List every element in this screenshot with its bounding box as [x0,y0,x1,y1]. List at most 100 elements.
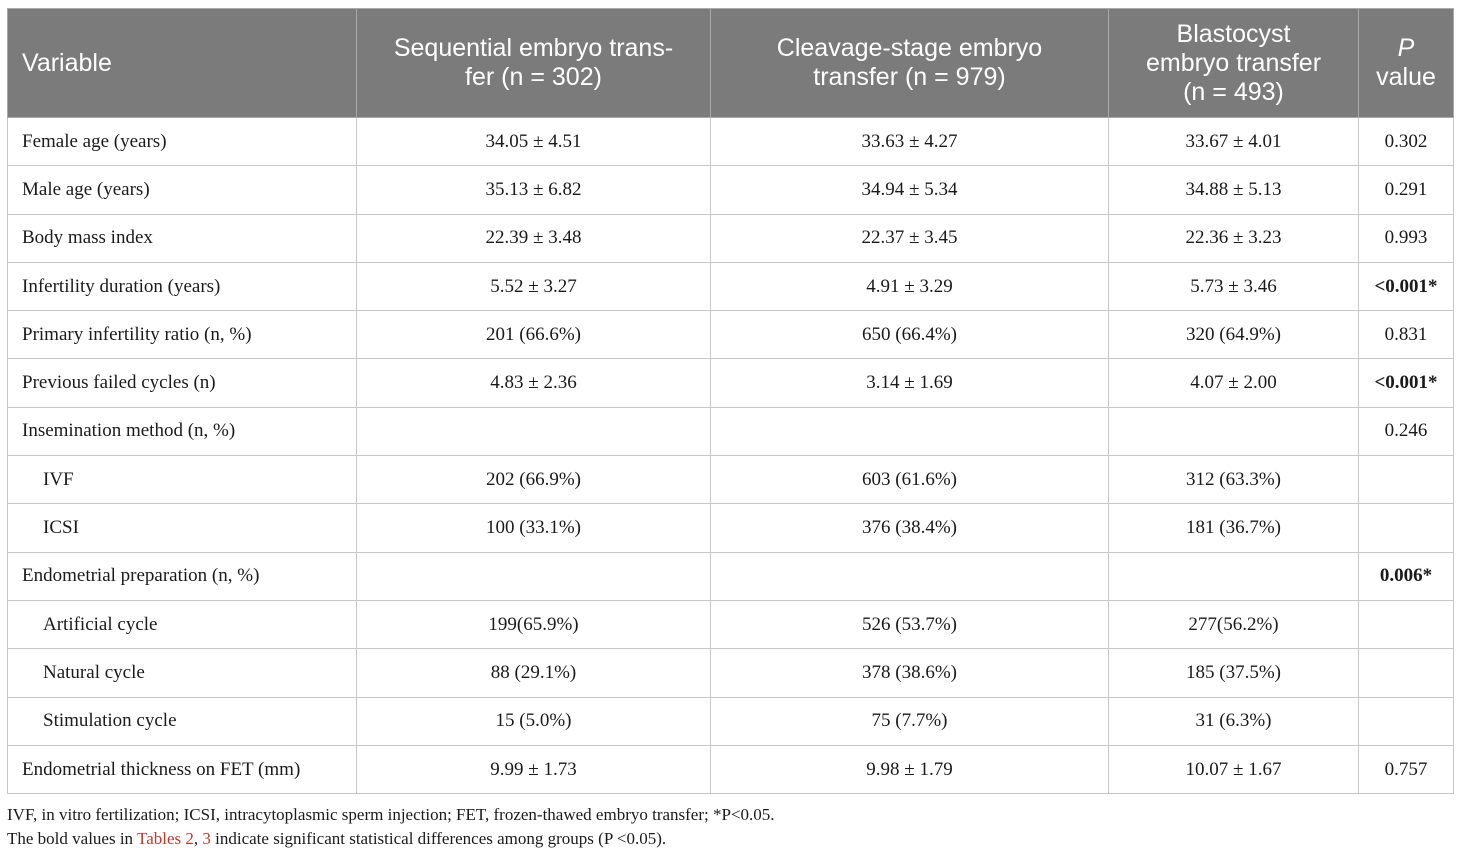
row-label: Female age (years) [7,116,357,167]
cell-sequential: 35.13 ± 6.82 [356,165,711,215]
table-row: ICSI 100 (33.1%) 376 (38.4%) 181 (36.7%) [7,503,1454,553]
table-header: Variable Sequential embryo trans- fer (n… [7,8,1454,118]
cell-cleavage: 376 (38.4%) [710,503,1109,553]
row-label: Previous failed cycles (n) [7,358,357,408]
cell-blastocyst: 22.36 ± 3.23 [1108,213,1359,263]
cell-sequential: 9.99 ± 1.73 [356,744,711,795]
footnote-bold-suffix: indicate significant statistical differe… [210,829,667,848]
table-row: Endometrial preparation (n, %) 0.006* [7,551,1454,601]
cell-sequential: 199(65.9%) [356,599,711,650]
header-variable-text: Variable [22,48,112,77]
cell-p-value: 0.757 [1358,744,1454,795]
cell-p-value: 0.246 [1358,406,1454,457]
footnote-bold-explanation: The bold values in Tables 2, 3 indicate … [7,827,775,851]
table-row: Insemination method (n, %) 0.246 [7,406,1454,457]
cell-sequential: 100 (33.1%) [356,503,711,553]
table-row: Female age (years) 34.05 ± 4.51 33.63 ± … [7,116,1454,167]
cell-sequential: 88 (29.1%) [356,648,711,698]
cell-cleavage: 603 (61.6%) [710,455,1109,505]
cell-cleavage: 34.94 ± 5.34 [710,165,1109,215]
table-row: Stimulation cycle 15 (5.0%) 75 (7.7%) 31… [7,696,1454,746]
footnote-abbreviations: IVF, in vitro fertilization; ICSI, intra… [7,805,775,824]
header-blastocyst: Blastocyst embryo transfer (n = 493) [1108,8,1359,118]
row-label: Infertility duration (years) [7,261,357,312]
row-label-sub: Natural cycle [7,648,357,698]
header-blastocyst-line3: (n = 493) [1183,77,1284,106]
cell-sequential: 15 (5.0%) [356,696,711,746]
header-p-letter: P [1397,34,1415,62]
header-p-value-word: value [1376,63,1436,91]
cell-sequential [356,406,711,457]
table-2-link[interactable]: Tables 2 [137,829,194,848]
row-label-sub: ICSI [7,503,357,553]
row-label: Male age (years) [7,165,357,215]
cell-cleavage: 4.91 ± 3.29 [710,261,1109,312]
cell-sequential: 4.83 ± 2.36 [356,358,711,408]
table-row: Natural cycle 88 (29.1%) 378 (38.6%) 185… [7,648,1454,698]
cell-sequential: 201 (66.6%) [356,310,711,360]
row-label-sub: IVF [7,455,357,505]
cell-blastocyst: 320 (64.9%) [1108,310,1359,360]
cell-cleavage: 526 (53.7%) [710,599,1109,650]
table-row: Body mass index 22.39 ± 3.48 22.37 ± 3.4… [7,213,1454,263]
cell-p-value [1358,503,1454,553]
cell-blastocyst: 277(56.2%) [1108,599,1359,650]
cell-sequential: 5.52 ± 3.27 [356,261,711,312]
header-sequential: Sequential embryo trans- fer (n = 302) [356,8,711,118]
row-label: Primary infertility ratio (n, %) [7,310,357,360]
table-row: Primary infertility ratio (n, %) 201 (66… [7,310,1454,360]
cell-cleavage [710,551,1109,601]
cell-p-value [1358,696,1454,746]
row-label: Body mass index [7,213,357,263]
cell-cleavage: 650 (66.4%) [710,310,1109,360]
table-row: Infertility duration (years) 5.52 ± 3.27… [7,261,1454,312]
baseline-characteristics-table: Variable Sequential embryo trans- fer (n… [7,8,1454,795]
baseline-characteristics-table-container: Variable Sequential embryo trans- fer (n… [7,8,1454,795]
cell-blastocyst: 31 (6.3%) [1108,696,1359,746]
cell-sequential [356,551,711,601]
row-label: Endometrial preparation (n, %) [7,551,357,601]
footnote-bold-prefix: The bold values in [7,829,137,848]
cell-p-value: 0.291 [1358,165,1454,215]
row-label-sub: Artificial cycle [7,599,357,650]
cell-blastocyst: 33.67 ± 4.01 [1108,116,1359,167]
table-footnotes: IVF, in vitro fertilization; ICSI, intra… [7,803,775,851]
cell-blastocyst [1108,406,1359,457]
header-row: Variable Sequential embryo trans- fer (n… [7,8,1454,118]
header-cleavage-line1: Cleavage-stage embryo [776,34,1043,62]
cell-p-value [1358,455,1454,505]
row-label: Endometrial thickness on FET (mm) [7,744,357,795]
cell-sequential: 202 (66.9%) [356,455,711,505]
table-row: Male age (years) 35.13 ± 6.82 34.94 ± 5.… [7,165,1454,215]
header-sequential-line1: Sequential embryo trans- [393,34,674,62]
table-row: Previous failed cycles (n) 4.83 ± 2.36 3… [7,358,1454,408]
cell-cleavage: 33.63 ± 4.27 [710,116,1109,167]
header-cleavage: Cleavage-stage embryo transfer (n = 979) [710,8,1109,118]
cell-p-value-significant: <0.001* [1358,261,1454,312]
header-variable: Variable [7,8,357,118]
cell-blastocyst: 181 (36.7%) [1108,503,1359,553]
header-blastocyst-line1: Blastocyst [1176,19,1291,48]
table-row: Artificial cycle 199(65.9%) 526 (53.7%) … [7,599,1454,650]
cell-blastocyst: 4.07 ± 2.00 [1108,358,1359,408]
cell-p-value: 0.993 [1358,213,1454,263]
cell-p-value-significant: <0.001* [1358,358,1454,408]
cell-cleavage: 3.14 ± 1.69 [710,358,1109,408]
cell-p-value: 0.302 [1358,116,1454,167]
cell-cleavage: 9.98 ± 1.79 [710,744,1109,795]
row-label: Insemination method (n, %) [7,406,357,457]
table-3-link[interactable]: 3 [202,829,211,848]
cell-blastocyst: 312 (63.3%) [1108,455,1359,505]
cell-blastocyst: 185 (37.5%) [1108,648,1359,698]
row-label-sub: Stimulation cycle [7,696,357,746]
header-sequential-line2: fer (n = 302) [465,63,602,91]
cell-blastocyst: 10.07 ± 1.67 [1108,744,1359,795]
header-cleavage-line2: transfer (n = 979) [813,63,1006,91]
cell-blastocyst: 5.73 ± 3.46 [1108,261,1359,312]
header-blastocyst-line2: embryo transfer [1145,48,1322,77]
cell-sequential: 34.05 ± 4.51 [356,116,711,167]
cell-p-value [1358,599,1454,650]
cell-cleavage: 378 (38.6%) [710,648,1109,698]
cell-blastocyst [1108,551,1359,601]
table-row: Endometrial thickness on FET (mm) 9.99 ±… [7,744,1454,795]
